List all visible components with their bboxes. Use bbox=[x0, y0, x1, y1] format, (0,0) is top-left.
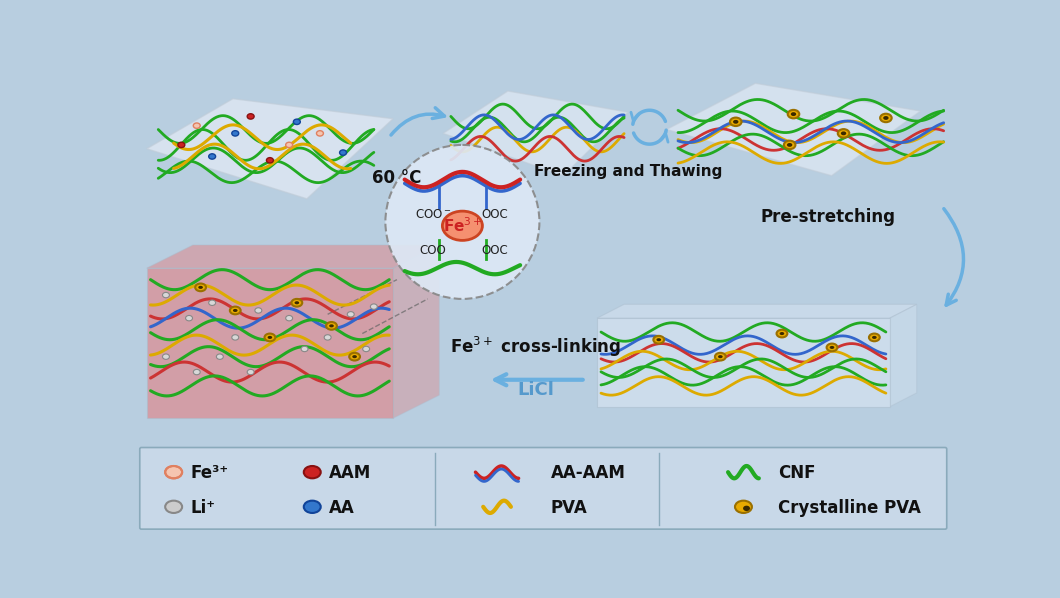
Text: Pre-stretching: Pre-stretching bbox=[761, 208, 896, 226]
Ellipse shape bbox=[348, 312, 354, 317]
Ellipse shape bbox=[317, 131, 323, 136]
Polygon shape bbox=[146, 268, 393, 418]
Polygon shape bbox=[667, 83, 920, 176]
Text: Fe$^{3+}$ cross-linking: Fe$^{3+}$ cross-linking bbox=[449, 335, 621, 359]
Ellipse shape bbox=[165, 466, 182, 478]
Ellipse shape bbox=[286, 142, 293, 148]
Ellipse shape bbox=[266, 158, 273, 163]
Ellipse shape bbox=[216, 354, 224, 359]
Ellipse shape bbox=[837, 129, 849, 138]
Ellipse shape bbox=[735, 501, 752, 513]
Ellipse shape bbox=[714, 353, 726, 361]
Text: COO$^-$: COO$^-$ bbox=[414, 208, 452, 221]
Polygon shape bbox=[443, 91, 628, 176]
Text: Fe³⁺: Fe³⁺ bbox=[191, 464, 229, 482]
Ellipse shape bbox=[330, 324, 334, 327]
Ellipse shape bbox=[324, 335, 331, 340]
Ellipse shape bbox=[788, 110, 799, 118]
Text: Crystalline PVA: Crystalline PVA bbox=[778, 499, 921, 517]
Ellipse shape bbox=[162, 354, 170, 359]
Text: Li⁺: Li⁺ bbox=[191, 499, 215, 517]
Text: PVA: PVA bbox=[551, 499, 587, 517]
Ellipse shape bbox=[872, 336, 877, 339]
Polygon shape bbox=[597, 318, 889, 407]
Ellipse shape bbox=[734, 120, 739, 124]
Ellipse shape bbox=[830, 346, 834, 349]
Text: AA-AAM: AA-AAM bbox=[551, 464, 625, 482]
Ellipse shape bbox=[247, 370, 254, 375]
Text: OOC: OOC bbox=[481, 208, 508, 221]
Ellipse shape bbox=[869, 334, 880, 341]
Ellipse shape bbox=[339, 150, 347, 155]
Text: LiCl: LiCl bbox=[517, 381, 554, 399]
Ellipse shape bbox=[186, 316, 193, 321]
Text: COO: COO bbox=[420, 244, 446, 257]
Ellipse shape bbox=[254, 308, 262, 313]
Ellipse shape bbox=[827, 344, 837, 351]
Polygon shape bbox=[597, 304, 917, 318]
Ellipse shape bbox=[841, 132, 846, 135]
Ellipse shape bbox=[162, 292, 170, 298]
Ellipse shape bbox=[304, 466, 321, 478]
Ellipse shape bbox=[292, 299, 302, 307]
Ellipse shape bbox=[784, 141, 795, 149]
Ellipse shape bbox=[326, 322, 337, 329]
Ellipse shape bbox=[209, 300, 215, 306]
Polygon shape bbox=[146, 245, 439, 268]
Ellipse shape bbox=[718, 355, 723, 358]
Ellipse shape bbox=[880, 114, 891, 122]
Ellipse shape bbox=[286, 316, 293, 321]
Ellipse shape bbox=[209, 154, 215, 159]
Ellipse shape bbox=[165, 501, 182, 513]
Ellipse shape bbox=[232, 131, 238, 136]
Text: AAM: AAM bbox=[330, 464, 371, 482]
Circle shape bbox=[386, 145, 540, 299]
Ellipse shape bbox=[265, 334, 276, 341]
Text: AA: AA bbox=[330, 499, 355, 517]
Ellipse shape bbox=[791, 112, 796, 116]
Ellipse shape bbox=[883, 116, 888, 120]
Ellipse shape bbox=[178, 142, 184, 148]
Ellipse shape bbox=[363, 346, 370, 352]
Text: Fe$^{3+}$: Fe$^{3+}$ bbox=[443, 216, 482, 235]
Ellipse shape bbox=[230, 307, 241, 315]
Polygon shape bbox=[889, 304, 917, 407]
Ellipse shape bbox=[653, 336, 665, 344]
Ellipse shape bbox=[233, 309, 237, 312]
Ellipse shape bbox=[295, 301, 299, 304]
Ellipse shape bbox=[370, 304, 377, 309]
Polygon shape bbox=[393, 245, 439, 418]
Ellipse shape bbox=[304, 501, 321, 513]
Ellipse shape bbox=[656, 338, 661, 341]
Ellipse shape bbox=[232, 335, 238, 340]
Text: Freezing and Thawing: Freezing and Thawing bbox=[534, 164, 722, 179]
Text: CNF: CNF bbox=[778, 464, 815, 482]
Ellipse shape bbox=[198, 286, 202, 289]
Polygon shape bbox=[146, 99, 393, 199]
Ellipse shape bbox=[743, 506, 750, 511]
Ellipse shape bbox=[442, 211, 482, 240]
FancyBboxPatch shape bbox=[140, 447, 947, 529]
Ellipse shape bbox=[730, 118, 742, 126]
Text: 60 °C: 60 °C bbox=[372, 169, 422, 187]
Text: OOC: OOC bbox=[481, 244, 508, 257]
Ellipse shape bbox=[193, 370, 200, 375]
Ellipse shape bbox=[777, 329, 788, 337]
Ellipse shape bbox=[247, 114, 254, 119]
Ellipse shape bbox=[195, 283, 206, 291]
Ellipse shape bbox=[352, 355, 357, 358]
Ellipse shape bbox=[294, 119, 300, 124]
Ellipse shape bbox=[301, 346, 308, 352]
Ellipse shape bbox=[349, 353, 360, 361]
Ellipse shape bbox=[193, 123, 200, 129]
Ellipse shape bbox=[267, 336, 272, 339]
Ellipse shape bbox=[780, 332, 784, 335]
Ellipse shape bbox=[787, 143, 792, 147]
